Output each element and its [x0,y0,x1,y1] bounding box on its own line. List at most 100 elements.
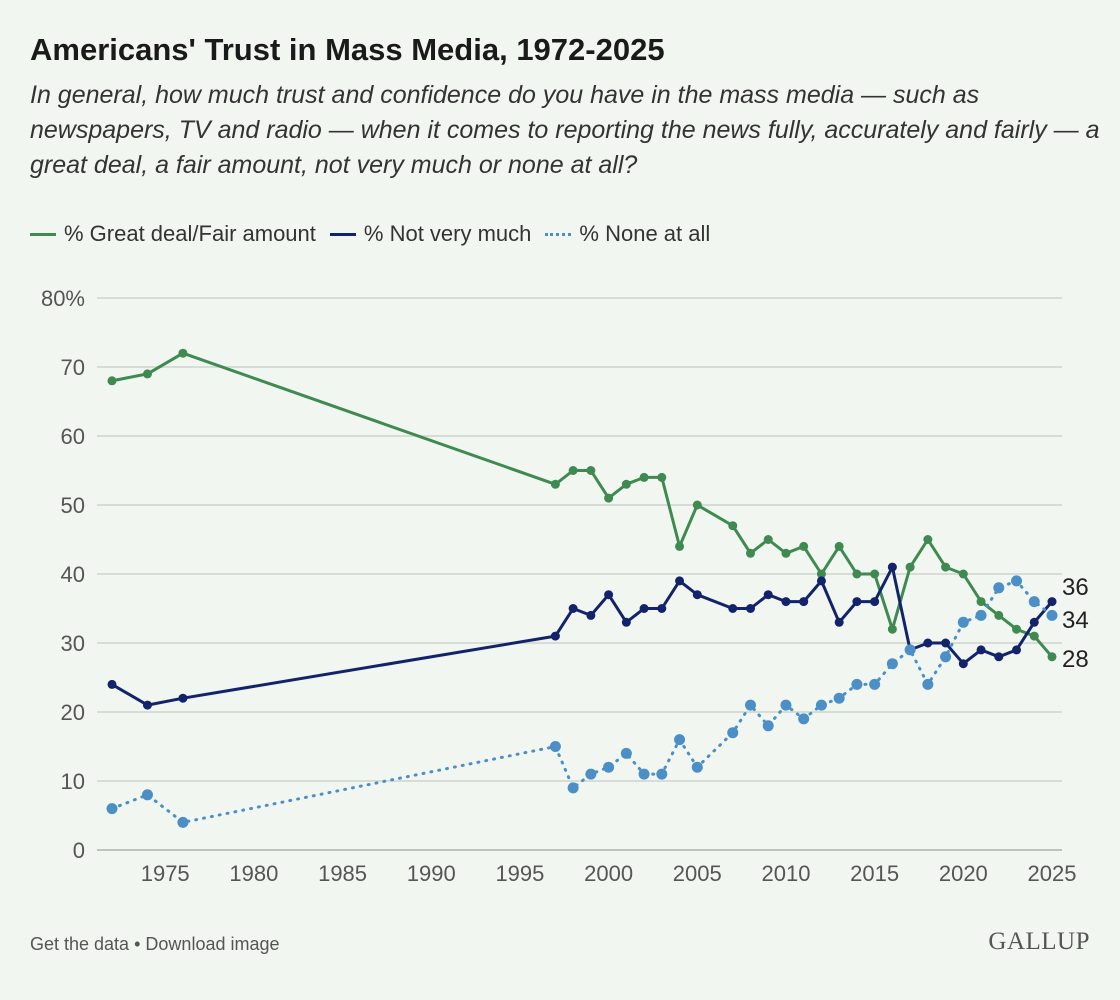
chart-subtitle: In general, how much trust and confidenc… [30,81,1100,179]
data-point-not-very-much [763,590,773,600]
data-point-none [922,678,934,690]
data-point-trust [639,472,649,482]
x-tick-label: 1980 [229,861,278,886]
data-point-none [106,803,118,815]
data-point-trust [799,541,809,551]
x-tick-label: 1975 [141,861,190,886]
legend-swatch-not-very-much [329,232,356,236]
data-point-not-very-much [923,638,933,648]
data-point-none [691,761,703,773]
data-point-not-very-much [834,617,844,627]
data-point-none [727,727,739,739]
data-point-not-very-much [568,604,578,613]
data-point-trust [1012,624,1022,634]
y-tick-label: 0 [73,838,85,863]
x-tick-label: 1990 [407,861,456,886]
x-tick-label: 2015 [850,861,899,886]
data-point-none [957,616,969,628]
y-tick-label: 60 [61,424,85,449]
gallup-logo: GALLUP [988,928,1090,955]
data-point-none [1011,575,1023,587]
data-point-none [940,651,952,663]
end-label-none: 34 [1062,607,1089,634]
data-point-trust [142,369,152,379]
data-point-trust [604,493,614,503]
y-tick-label: 70 [61,355,85,380]
data-point-none [744,699,756,711]
series-line-not-very-much [111,565,1054,707]
x-tick-label: 2000 [584,861,633,886]
legend-label-none: % None at all [579,221,711,246]
data-point-none [798,713,810,725]
data-point-trust [816,569,826,579]
data-point-trust [675,541,685,551]
data-point-not-very-much [781,597,791,607]
get-data-link[interactable]: Get the data [30,934,130,954]
data-point-not-very-much [976,645,986,655]
data-point-not-very-much [107,679,117,689]
data-point-trust [550,479,560,489]
y-tick-label: 30 [61,631,85,656]
x-tick-label: 1985 [318,861,367,886]
data-point-trust [870,569,880,579]
end-label-not-very-much: 36 [1062,574,1089,601]
x-tick-label: 1995 [495,861,544,886]
data-point-trust [657,472,667,482]
data-point-none [141,789,153,801]
data-point-trust [905,562,915,572]
data-point-trust [781,548,791,558]
series-line-none [110,579,1054,824]
x-tick-label: 2010 [761,861,810,886]
data-point-not-very-much [994,652,1004,662]
x-tick-label: 2005 [673,861,722,886]
data-point-not-very-much [1029,617,1039,627]
data-point-none [638,768,650,780]
data-point-not-very-much [941,638,951,648]
data-point-none [674,734,686,746]
data-point-not-very-much [745,604,755,613]
data-point-none [993,582,1005,594]
x-tick-label: 2020 [939,861,988,886]
legend-item-trust: % Great deal/Fair amount [30,221,316,247]
data-point-trust [941,562,951,572]
y-tick-label: 10 [61,769,85,794]
data-point-not-very-much [657,604,667,613]
data-point-trust [745,548,755,558]
footer-links: Get the data • Download image [30,934,280,955]
data-point-not-very-much [887,562,897,572]
legend: % Great deal/Fair amount % Not very much… [30,221,710,247]
data-point-trust [887,624,897,634]
data-point-trust [1029,631,1039,641]
legend-label-not-very-much: % Not very much [363,221,532,246]
data-point-not-very-much [1047,597,1057,607]
chart-title: Americans' Trust in Mass Media, 1972-202… [30,32,665,67]
footer-separator: • [134,934,141,954]
data-point-none [603,761,615,773]
x-tick-label: 2025 [1028,861,1077,886]
legend-item-none: % None at all [545,221,710,247]
end-label-trust: 28 [1062,646,1089,673]
data-point-none [869,678,881,690]
data-point-trust [178,348,188,358]
y-tick-label: 20 [61,700,85,725]
data-point-trust [763,535,773,544]
y-tick-label: 50 [61,493,85,518]
data-point-not-very-much [799,597,809,607]
data-point-none [851,678,863,690]
data-point-not-very-much [586,610,596,620]
data-point-not-very-much [870,597,880,607]
data-point-not-very-much [692,590,702,600]
data-point-trust [958,569,968,579]
data-point-none [549,741,561,752]
data-point-not-very-much [621,617,631,627]
data-point-trust [994,610,1004,620]
data-point-trust [923,535,933,544]
data-point-trust [692,500,702,510]
legend-swatch-none [545,232,572,236]
data-point-trust [834,541,844,551]
download-image-link[interactable]: Download image [145,934,280,954]
data-point-none [177,816,189,828]
legend-label-trust: % Great deal/Fair amount [64,221,316,246]
data-point-not-very-much [639,604,649,613]
